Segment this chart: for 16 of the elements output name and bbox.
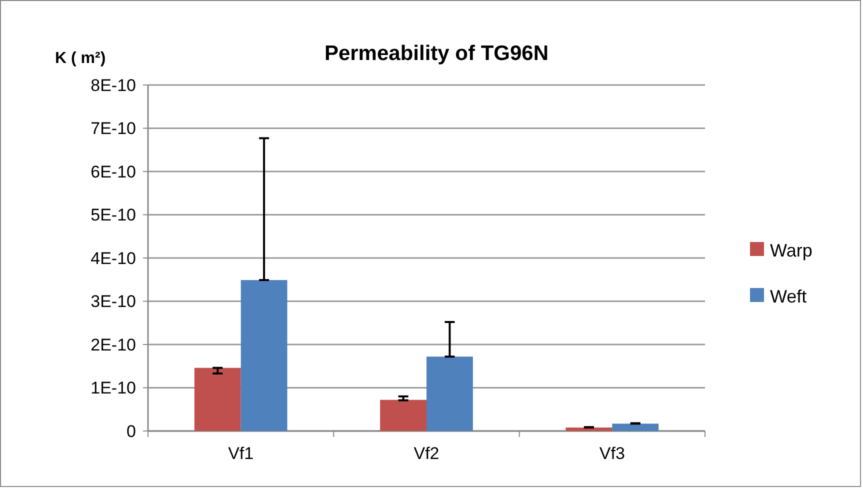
- y-tick-label: 5E-10: [90, 206, 136, 225]
- x-tick-label: Vf3: [599, 444, 625, 463]
- y-tick-label: 7E-10: [90, 119, 136, 138]
- y-tick-label: 3E-10: [90, 292, 136, 312]
- legend-label: Weft: [770, 286, 807, 306]
- chart-title: Permeability of TG96N: [324, 42, 549, 65]
- x-tick-label: Vf2: [414, 444, 440, 463]
- y-tick-label: 8E-10: [90, 76, 136, 95]
- y-tick-label: 1E-10: [90, 378, 136, 398]
- y-tick-label: 0: [126, 422, 136, 441]
- y-tick-label: 2E-10: [90, 335, 136, 354]
- y-tick-label: 6E-10: [90, 162, 136, 182]
- y-axis-title: K ( m²): [55, 50, 106, 67]
- y-tick-label: 4E-10: [90, 248, 136, 268]
- legend-label: Warp: [770, 240, 812, 260]
- x-tick-label: Vf1: [228, 444, 254, 463]
